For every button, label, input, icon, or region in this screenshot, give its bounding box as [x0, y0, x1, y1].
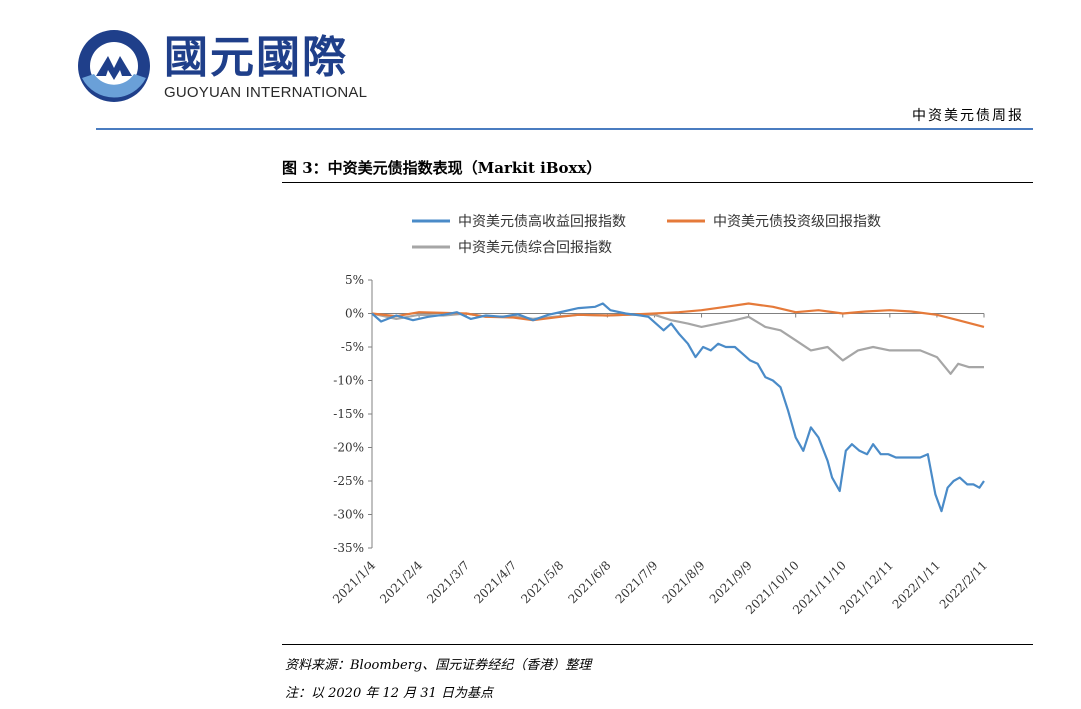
x-tick-label: 2022/1/11 [890, 558, 943, 611]
x-tick-label: 2021/5/8 [518, 558, 566, 606]
y-tick-label: -15% [333, 407, 364, 421]
source-note: 资料来源：Bloomberg、国元证券经纪（香港）整理 [285, 658, 592, 673]
guoyuan-logo-icon [78, 30, 150, 102]
legend-label: 中资美元债高收益回报指数 [458, 213, 626, 230]
series-line [371, 302, 985, 513]
legend-label: 中资美元债综合回报指数 [458, 240, 612, 256]
x-tick-label: 2021/9/9 [707, 558, 755, 606]
y-tick-label: -25% [333, 474, 364, 488]
x-tick-label: 2021/8/9 [660, 558, 708, 606]
y-tick-label: -30% [333, 508, 364, 522]
x-tick-label: 2021/4/7 [471, 558, 519, 606]
legend-label: 中资美元债投资级回报指数 [713, 214, 881, 230]
x-tick-label: 2021/7/9 [613, 558, 661, 606]
y-tick-label: -10% [333, 374, 364, 388]
logo-chinese-name: 國元國際 [164, 32, 348, 83]
x-tick-label: 2022/2/11 [937, 558, 990, 611]
chart-axes: 5%0%-5%-10%-15%-20%-25%-30%-35%2021/1/4 2… [330, 273, 990, 617]
x-tick-label: 2021/1/4 [330, 558, 378, 606]
y-tick-label: -35% [333, 541, 364, 555]
x-tick-label: 2021/3/7 [424, 558, 472, 606]
x-tick-label: 2021/6/8 [565, 558, 613, 606]
y-tick-label: -5% [341, 340, 364, 354]
company-logo: 國元國際 GUOYUAN INTERNATIONAL [74, 26, 374, 106]
header-divider [96, 128, 1033, 130]
figure-title: 图 3：中资美元债指数表现（Markit iBoxx） [282, 159, 602, 177]
series-line [371, 312, 984, 375]
report-name: 中资美元债周报 [912, 108, 1024, 124]
figure-title-divider [282, 182, 1033, 183]
base-date-note: 注：以 2020 年 12 月 31 日为基点 [285, 686, 493, 701]
chart-series [371, 302, 985, 513]
y-tick-label: -20% [333, 441, 364, 455]
logo-english-name: GUOYUAN INTERNATIONAL [164, 84, 368, 101]
footer-divider [282, 644, 1033, 645]
y-tick-label: 0% [345, 307, 364, 321]
x-tick-label: 2021/2/4 [377, 558, 425, 606]
y-tick-label: 5% [345, 273, 364, 287]
series-line [371, 302, 985, 328]
